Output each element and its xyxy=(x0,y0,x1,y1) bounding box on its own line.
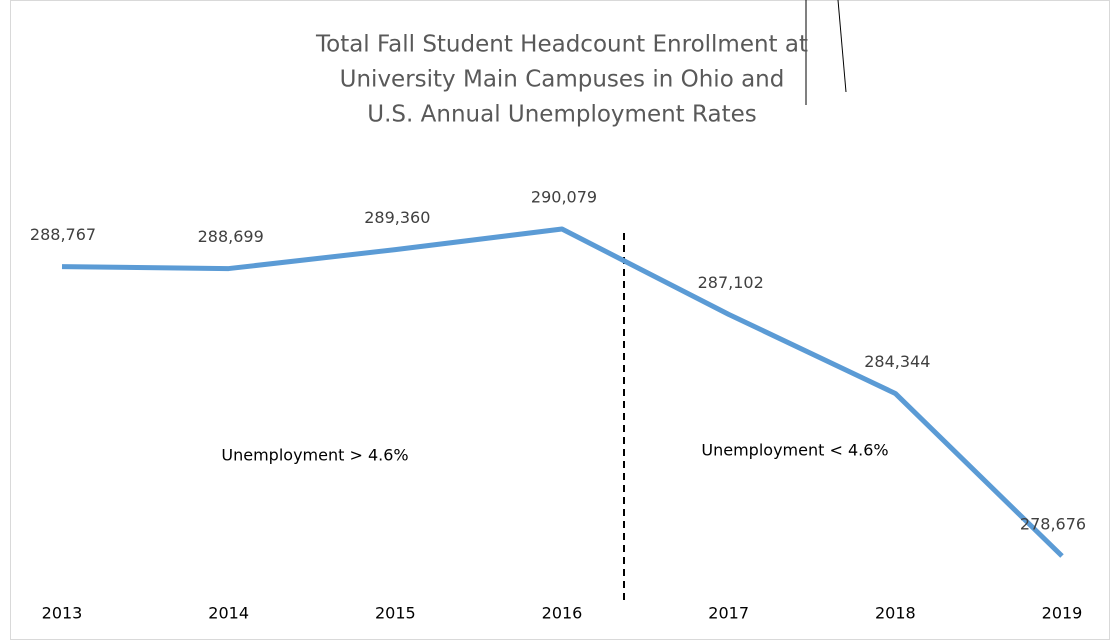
chart-area xyxy=(10,0,1110,640)
x-tick-label: 2014 xyxy=(208,604,249,623)
chart-title: University Main Campuses in Ohio and xyxy=(340,67,785,93)
data-label: 284,344 xyxy=(864,352,930,371)
x-tick-label: 2015 xyxy=(375,604,416,623)
data-label: 288,699 xyxy=(198,227,264,246)
data-label: 287,102 xyxy=(698,273,764,292)
x-tick-label: 2019 xyxy=(1042,604,1083,623)
x-tick-label: 2018 xyxy=(875,604,916,623)
annotation: Unemployment < 4.6% xyxy=(701,441,888,460)
x-tick-label: 2016 xyxy=(542,604,583,623)
x-tick-label: 2013 xyxy=(42,604,83,623)
data-label: 289,360 xyxy=(364,208,430,227)
data-line xyxy=(61,226,1064,558)
data-label: 288,767 xyxy=(30,225,96,244)
chart-title: U.S. Annual Unemployment Rates xyxy=(367,102,756,128)
data-label: 290,079 xyxy=(531,188,597,207)
chart-title: Total Fall Student Headcount Enrollment … xyxy=(315,32,808,58)
annotation: Unemployment > 4.6% xyxy=(221,446,408,465)
stray-line xyxy=(837,0,847,93)
data-label: 278,676 xyxy=(1020,515,1086,534)
x-tick-label: 2017 xyxy=(708,604,749,623)
